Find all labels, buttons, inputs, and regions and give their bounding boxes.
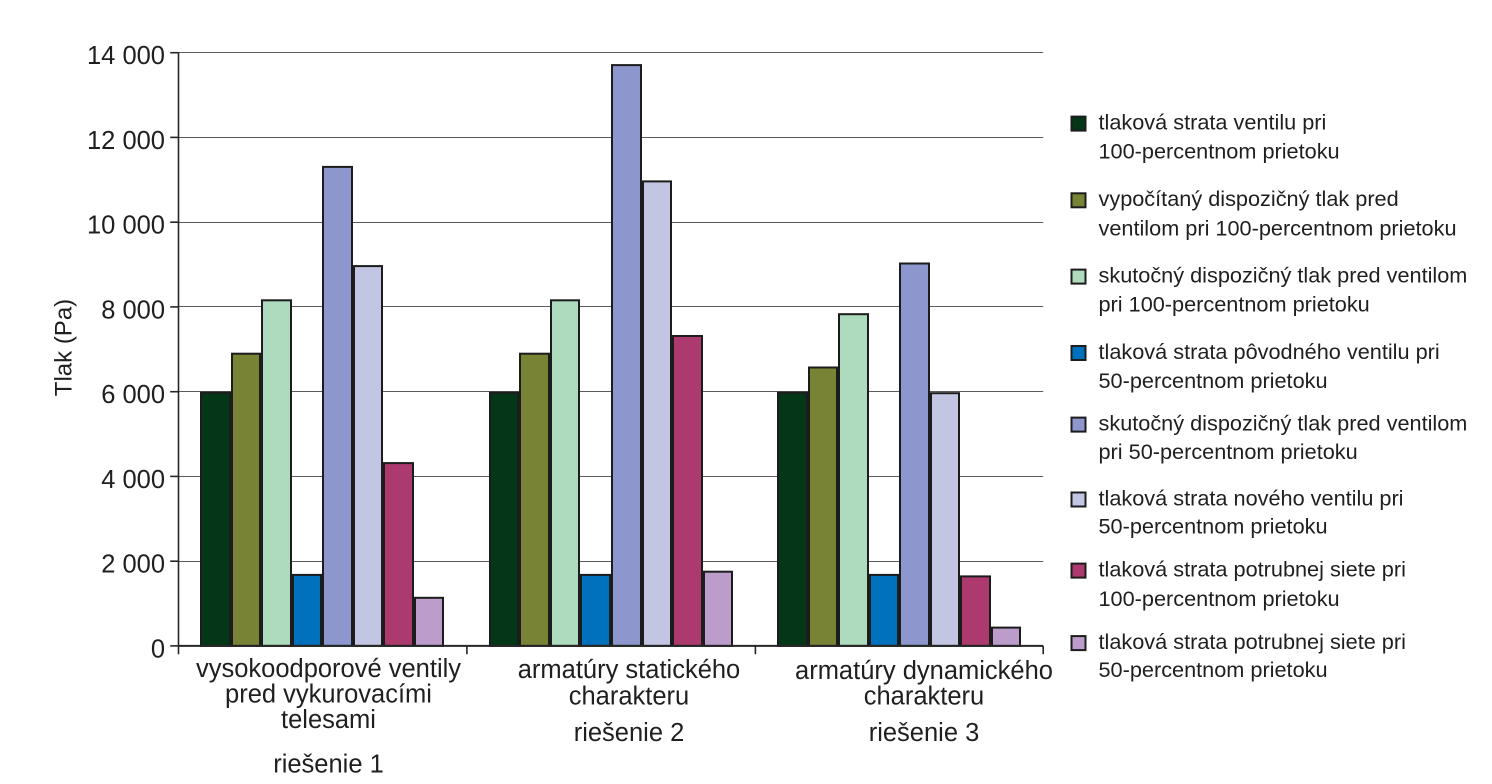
svg-text:0: 0 xyxy=(151,635,165,663)
svg-text:pred vykurovacími: pred vykurovacími xyxy=(225,681,432,709)
svg-text:riešenie 2: riešenie 2 xyxy=(574,719,685,747)
svg-text:tlaková strata ventilu pri: tlaková strata ventilu pri xyxy=(1099,109,1327,134)
svg-text:6 000: 6 000 xyxy=(101,381,165,409)
svg-text:tlaková strata potrubnej siete: tlaková strata potrubnej siete pri xyxy=(1099,556,1406,581)
svg-text:tlaková strata potrubnej siete: tlaková strata potrubnej siete pri xyxy=(1099,629,1406,654)
svg-text:50-percentnom prietoku: 50-percentnom prietoku xyxy=(1099,513,1328,538)
svg-text:100-percentnom prietoku: 100-percentnom prietoku xyxy=(1099,138,1340,163)
svg-text:riešenie 3: riešenie 3 xyxy=(869,719,980,747)
svg-text:4 000: 4 000 xyxy=(101,466,165,494)
svg-text:50-percentnom prietoku: 50-percentnom prietoku xyxy=(1099,657,1328,682)
svg-text:armatúry dynamického: armatúry dynamického xyxy=(795,657,1053,685)
svg-text:vysokoodporové ventily: vysokoodporové ventily xyxy=(196,655,461,683)
svg-text:skutočný dispozičný tlak pred: skutočný dispozičný tlak pred ventilom xyxy=(1099,262,1468,287)
svg-text:telesami: telesami xyxy=(281,706,376,734)
svg-text:ventilom pri 100-percentnom pr: ventilom pri 100-percentnom prietoku xyxy=(1099,216,1457,241)
svg-text:Tlak (Pa): Tlak (Pa) xyxy=(51,299,78,396)
svg-text:tlaková strata pôvodného venti: tlaková strata pôvodného ventilu pri xyxy=(1099,339,1440,364)
svg-text:charakteru: charakteru xyxy=(864,683,984,711)
svg-text:armatúry statického: armatúry statického xyxy=(518,656,741,684)
svg-text:100-percentnom prietoku: 100-percentnom prietoku xyxy=(1099,586,1340,611)
svg-text:10 000: 10 000 xyxy=(87,212,165,240)
svg-text:skutočný dispozičný tlak pred: skutočný dispozičný tlak pred ventilom xyxy=(1099,410,1468,435)
svg-text:50-percentnom prietoku: 50-percentnom prietoku xyxy=(1099,368,1328,393)
svg-text:charakteru: charakteru xyxy=(569,683,689,711)
svg-text:riešenie 1: riešenie 1 xyxy=(273,750,384,778)
svg-text:8 000: 8 000 xyxy=(101,296,165,324)
svg-text:pri 50-percentnom prietoku: pri 50-percentnom prietoku xyxy=(1099,439,1358,464)
svg-text:2 000: 2 000 xyxy=(101,551,165,579)
svg-text:12 000: 12 000 xyxy=(87,127,165,155)
svg-text:vypočítaný dispozičný tlak pre: vypočítaný dispozičný tlak pred xyxy=(1099,186,1399,211)
svg-text:pri 100-percentnom prietoku: pri 100-percentnom prietoku xyxy=(1099,291,1370,316)
svg-text:tlaková strata nového ventilu: tlaková strata nového ventilu pri xyxy=(1099,485,1404,510)
svg-text:14 000: 14 000 xyxy=(87,42,165,70)
